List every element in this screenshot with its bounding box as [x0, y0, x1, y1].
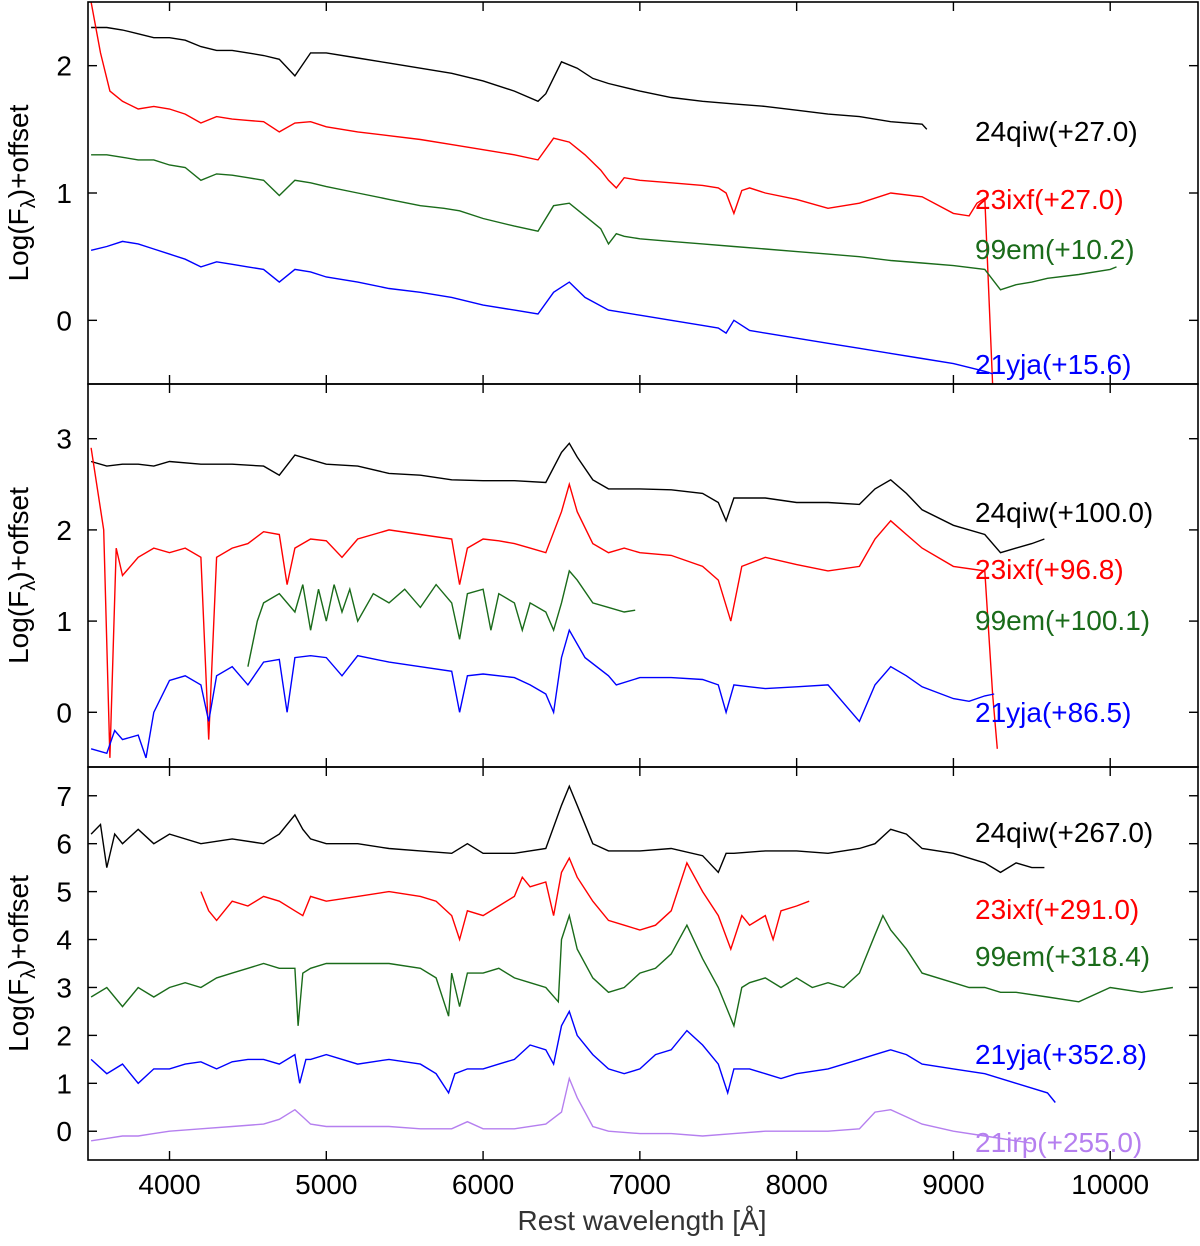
x-tick-label: 4000 [138, 1169, 200, 1200]
y-tick-label: 0 [56, 305, 72, 336]
series-label: 24qiw(+100.0) [975, 497, 1153, 528]
series-label: 99em(+10.2) [975, 234, 1135, 265]
spectra-panels: 24qiw(+27.0) 23ixf(+27.0) 99em(+10.2) 21yja… [3, 1, 1199, 1200]
y-tick-label: 0 [56, 1116, 72, 1147]
spectrum-line-2-1 [90, 442, 1045, 554]
y-axis-label: Log(Fλ)+offset [3, 487, 40, 664]
spectrum-line-1-4 [90, 240, 993, 375]
x-tick-label: 6000 [452, 1169, 514, 1200]
series-label: 21yja(+15.6) [975, 349, 1131, 380]
y-axis-label-main: Log(F [3, 208, 34, 281]
y-axis-label-tail: )+offset [3, 875, 34, 969]
y-axis-label: Log(Fλ)+offset [3, 104, 40, 281]
spectrum-line-2-2 [90, 447, 998, 758]
y-tick-label: 2 [56, 1020, 72, 1051]
spectrum-line-1-1 [91, 26, 928, 130]
y-tick-label: 4 [56, 925, 72, 956]
y-tick-label: 6 [56, 829, 72, 860]
series-label: 99em(+318.4) [975, 941, 1150, 972]
y-axis-label-sub: λ [18, 969, 40, 979]
series-label: 21yja(+86.5) [975, 697, 1131, 728]
spectrum-line-2-3 [247, 569, 636, 667]
series-label: 24qiw(+27.0) [975, 116, 1138, 147]
spectrum-line-1-3 [91, 154, 1117, 291]
y-tick-label: 1 [56, 606, 72, 637]
panel-2: 24qiw(+100.0) 23ixf(+96.8) 99em(+100.1) 21y… [3, 383, 1199, 768]
spectrum-line-1-2 [90, 2, 994, 384]
x-tick-label: 7000 [609, 1169, 671, 1200]
y-axis-label-tail: )+offset [3, 487, 34, 581]
y-tick-label: 1 [56, 178, 72, 209]
spectrum-line-3-2 [200, 856, 810, 952]
x-tick-label: 5000 [295, 1169, 357, 1200]
y-axis-label-sub: λ [18, 581, 40, 591]
series-label: 24qiw(+267.0) [975, 817, 1153, 848]
panel-3: 24qiw(+267.0)23ixf(+291.0)99em(+318.4)21… [3, 766, 1199, 1200]
y-tick-label: 5 [56, 877, 72, 908]
series-label: 23ixf(+96.8) [975, 554, 1124, 585]
x-tick-label: 8000 [765, 1169, 827, 1200]
spectrum-line-3-4 [90, 1009, 1056, 1103]
y-tick-label: 2 [56, 515, 72, 546]
y-tick-label: 1 [56, 1068, 72, 1099]
panel-1: 24qiw(+27.0) 23ixf(+27.0) 99em(+10.2) 21yja… [3, 1, 1199, 385]
y-tick-label: 3 [56, 424, 72, 455]
spectrum-line-3-3 [90, 913, 1174, 1029]
spectrum-line-2-4 [90, 628, 995, 759]
y-tick-label: 3 [56, 972, 72, 1003]
y-tick-label: 0 [56, 697, 72, 728]
series-label: 21irp(+255.0) [975, 1127, 1142, 1158]
series-label: 23ixf(+27.0) [975, 184, 1124, 215]
y-tick-label: 2 [56, 51, 72, 82]
y-tick-label: 7 [56, 781, 72, 812]
x-tick-label: 10000 [1071, 1169, 1149, 1200]
series-label: 21yja(+352.8) [975, 1039, 1147, 1070]
x-tick-label: 9000 [922, 1169, 984, 1200]
spectrum-line-3-5 [90, 1076, 1032, 1144]
y-axis-label-sub: λ [18, 198, 40, 208]
series-label: 99em(+100.1) [975, 605, 1150, 636]
x-axis-label: Rest wavelength [Å] [517, 1205, 766, 1236]
y-axis-label: Log(Fλ)+offset [3, 875, 40, 1052]
y-axis-label-main: Log(F [3, 979, 34, 1052]
spectrum-line-3-1 [90, 784, 1045, 874]
panel-frame [87, 766, 1199, 1161]
y-axis-label-tail: )+offset [3, 104, 34, 198]
y-axis-label-main: Log(F [3, 591, 34, 664]
series-label: 23ixf(+291.0) [975, 894, 1139, 925]
